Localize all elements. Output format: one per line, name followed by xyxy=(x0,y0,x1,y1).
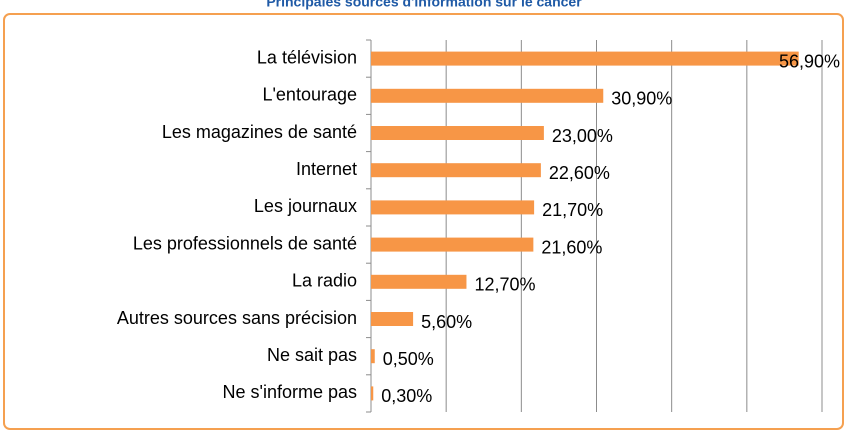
y-tick-label: La télévision xyxy=(257,47,357,67)
chart-title: Principales sources d'information sur le… xyxy=(266,0,582,10)
y-tick-label: Internet xyxy=(296,159,357,179)
chart-frame xyxy=(3,13,844,430)
data-label: 23,00% xyxy=(552,126,613,146)
y-tick-label: Les magazines de santé xyxy=(162,122,357,142)
bar xyxy=(371,200,535,215)
data-label: 21,60% xyxy=(541,237,602,257)
y-tick-label: Ne s'informe pas xyxy=(223,382,358,402)
data-label: 21,70% xyxy=(542,200,603,220)
data-label: 30,90% xyxy=(611,89,672,109)
data-label: 22,60% xyxy=(549,163,610,183)
bar xyxy=(371,163,541,178)
y-tick-label: Ne sait pas xyxy=(267,345,357,365)
bar xyxy=(371,51,799,66)
y-tick-label: Les journaux xyxy=(254,196,357,216)
bar xyxy=(371,274,467,289)
bar xyxy=(371,237,534,252)
bar xyxy=(371,312,414,326)
data-label: 12,70% xyxy=(474,275,535,295)
y-tick-label: L'entourage xyxy=(262,85,357,105)
data-label: 5,60% xyxy=(421,312,472,332)
bar xyxy=(371,386,374,401)
y-tick-label: Les professionnels de santé xyxy=(133,233,357,253)
bar xyxy=(371,349,375,364)
data-label: 0,50% xyxy=(383,349,434,369)
bar xyxy=(371,88,604,103)
bar xyxy=(371,126,544,140)
y-tick-label: Autres sources sans précision xyxy=(117,308,357,328)
data-label: 56,90% xyxy=(779,51,840,71)
data-label: 0,30% xyxy=(381,386,432,406)
y-tick-label: La radio xyxy=(292,271,357,291)
